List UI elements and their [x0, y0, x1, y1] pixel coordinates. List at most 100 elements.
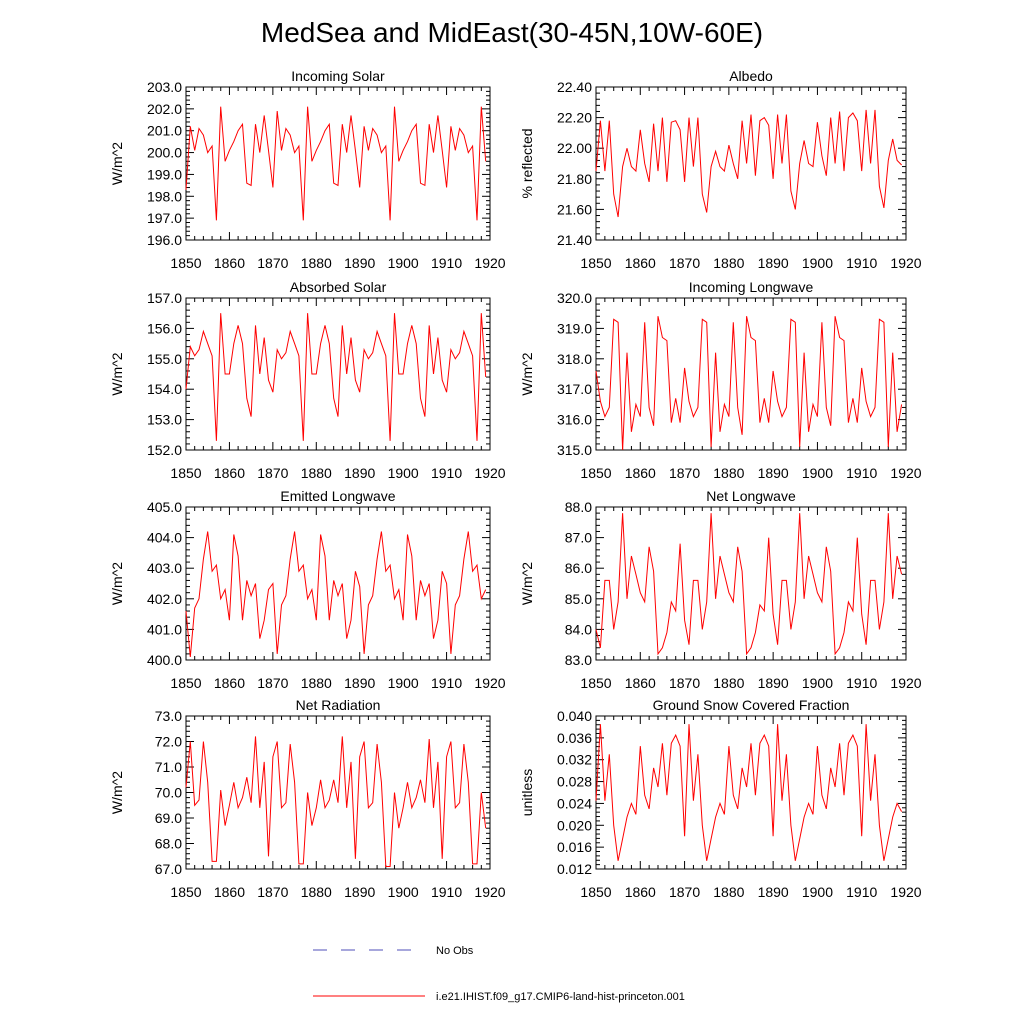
x-tick-label: 1870: [257, 884, 288, 900]
y-axis-label: % reflected: [519, 128, 535, 198]
series-line: [185, 736, 487, 867]
plot-frame: [185, 506, 491, 661]
x-tick-label: 1890: [758, 884, 789, 900]
x-tick-label: 1900: [388, 675, 419, 691]
x-tick-label: 1900: [388, 255, 419, 271]
y-tick-label: 319.0: [557, 320, 592, 336]
legend: No Obs i.e21.IHIST.f09_g17.CMIP6-land-hi…: [313, 945, 685, 1003]
y-tick-label: 155.0: [147, 351, 182, 367]
y-axis-label: W/m^2: [109, 562, 125, 605]
x-tick-label: 1870: [257, 675, 288, 691]
y-tick-label: 22.20: [557, 110, 592, 126]
x-tick-label: 1900: [802, 884, 833, 900]
y-tick-label: 156.0: [147, 320, 182, 336]
y-tick-label: 317.0: [557, 381, 592, 397]
x-tick-label: 1860: [214, 675, 245, 691]
y-tick-label: 70.0: [155, 785, 182, 801]
series-line: [595, 316, 903, 451]
y-tick-label: 67.0: [155, 861, 182, 877]
x-tick-label: 1860: [625, 255, 656, 271]
y-tick-label: 200.0: [147, 145, 182, 161]
x-tick-label: 1890: [758, 255, 789, 271]
x-tick-label: 1910: [846, 255, 877, 271]
x-tick-label: 1910: [431, 255, 462, 271]
y-tick-label: 87.0: [565, 530, 592, 546]
series-line: [185, 531, 487, 657]
y-tick-label: 22.00: [557, 140, 592, 156]
x-tick-label: 1880: [713, 675, 744, 691]
x-tick-label: 1910: [846, 675, 877, 691]
x-tick-label: 1860: [625, 884, 656, 900]
panels: Incoming Solar W/m^2 1850 1860 1870 1880 1890 1…: [109, 68, 922, 900]
y-tick-label: 68.0: [155, 836, 182, 852]
panel-title: Net Longwave: [706, 488, 796, 504]
y-tick-label: 400.0: [147, 652, 182, 668]
y-tick-label: 154.0: [147, 381, 182, 397]
x-tick-label: 1910: [431, 465, 462, 481]
x-tick-label: 1900: [388, 465, 419, 481]
x-tick-label: 1850: [580, 675, 611, 691]
x-tick-label: 1850: [580, 255, 611, 271]
panel-3: Incoming Longwave W/m^2 1850 1860 1870 1880 18…: [519, 279, 922, 481]
y-axis-label: W/m^2: [109, 142, 125, 185]
x-tick-label: 1910: [431, 675, 462, 691]
x-tick-label: 1890: [758, 465, 789, 481]
x-tick-label: 1910: [846, 465, 877, 481]
x-tick-label: 1860: [214, 465, 245, 481]
y-tick-label: 69.0: [155, 810, 182, 826]
panel-title: Ground Snow Covered Fraction: [653, 697, 850, 713]
y-tick-label: 21.40: [557, 232, 592, 248]
y-tick-label: 0.012: [557, 861, 592, 877]
panel-title: Incoming Longwave: [689, 279, 814, 295]
y-tick-label: 316.0: [557, 412, 592, 428]
x-tick-label: 1880: [301, 465, 332, 481]
y-tick-label: 203.0: [147, 79, 182, 95]
y-axis-label: W/m^2: [519, 562, 535, 605]
x-tick-label: 1910: [431, 884, 462, 900]
y-tick-label: 86.0: [565, 560, 592, 576]
x-tick-label: 1880: [301, 255, 332, 271]
y-tick-label: 22.40: [557, 79, 592, 95]
y-tick-label: 157.0: [147, 290, 182, 306]
y-tick-label: 84.0: [565, 621, 592, 637]
x-tick-label: 1920: [890, 255, 921, 271]
x-tick-label: 1880: [301, 675, 332, 691]
x-tick-label: 1850: [580, 465, 611, 481]
x-tick-label: 1920: [474, 465, 505, 481]
series-line: [185, 106, 487, 221]
y-tick-label: 202.0: [147, 101, 182, 117]
y-axis-label: W/m^2: [109, 771, 125, 814]
plot-frame: [185, 297, 491, 451]
y-tick-label: 0.024: [557, 795, 592, 811]
y-tick-label: 88.0: [565, 499, 592, 515]
y-tick-label: 0.028: [557, 774, 592, 790]
plot-frame: [185, 86, 491, 241]
y-tick-label: 21.60: [557, 201, 592, 217]
y-tick-label: 0.036: [557, 730, 592, 746]
x-tick-label: 1900: [802, 465, 833, 481]
y-tick-label: 405.0: [147, 499, 182, 515]
y-tick-label: 315.0: [557, 442, 592, 458]
x-tick-label: 1890: [344, 255, 375, 271]
panel-title: Albedo: [729, 68, 773, 84]
y-tick-label: 320.0: [557, 290, 592, 306]
panel-title: Incoming Solar: [291, 68, 385, 84]
panel-2: Absorbed Solar W/m^2 1850 1860 1870 1880 1890 1…: [109, 279, 506, 481]
x-tick-label: 1900: [802, 255, 833, 271]
legend-label-no-obs: No Obs: [436, 945, 474, 957]
legend-label-model: i.e21.IHIST.f09_g17.CMIP6-land-hist-prin…: [436, 991, 685, 1003]
figure-title: MedSea and MidEast(30-45N,10W-60E): [261, 17, 763, 48]
x-tick-label: 1900: [388, 884, 419, 900]
series-line: [595, 724, 903, 861]
y-tick-label: 404.0: [147, 530, 182, 546]
x-tick-label: 1850: [170, 465, 201, 481]
x-tick-label: 1860: [214, 884, 245, 900]
x-tick-label: 1890: [344, 884, 375, 900]
panel-5: Net Longwave W/m^2 1850 1860 1870 1880 1890 190…: [519, 488, 922, 691]
x-tick-label: 1870: [669, 255, 700, 271]
y-tick-label: 153.0: [147, 412, 182, 428]
x-tick-label: 1870: [669, 884, 700, 900]
x-tick-label: 1920: [890, 884, 921, 900]
x-tick-label: 1860: [625, 465, 656, 481]
